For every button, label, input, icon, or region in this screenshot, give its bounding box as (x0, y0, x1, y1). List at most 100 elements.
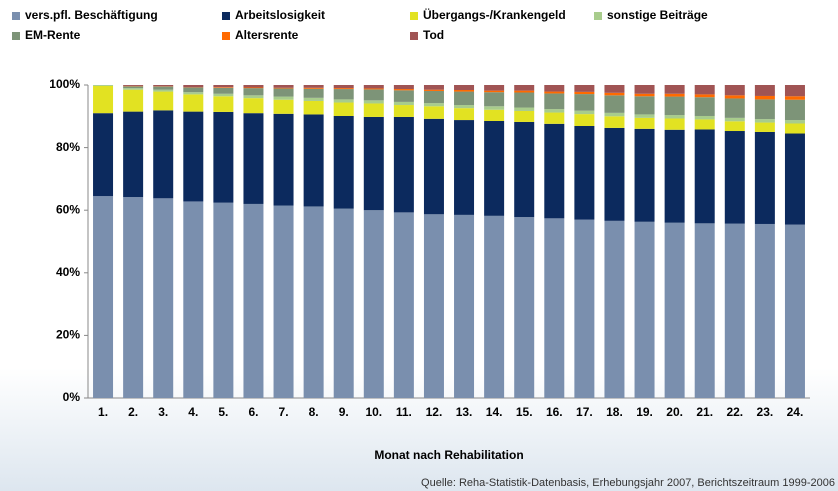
bar-segment (694, 85, 715, 95)
legend-label: sonstige Beiträge (607, 8, 708, 22)
legend-swatch (222, 12, 230, 20)
bar-segment (363, 88, 384, 90)
bar-segment (123, 86, 144, 89)
bar-segment (604, 92, 625, 96)
bar-segment (123, 88, 144, 90)
y-tick-label: 60% (56, 202, 80, 216)
bar-segment (333, 88, 354, 90)
bar-segment (273, 113, 294, 206)
bar-segment (273, 205, 294, 398)
y-tick-label: 0% (63, 390, 81, 404)
bar-segment (634, 114, 655, 118)
bar-segment (484, 90, 505, 93)
legend-swatch (12, 12, 20, 20)
x-tick-label: 23. (757, 405, 774, 419)
bar-segment (363, 116, 384, 211)
bar-segment (363, 85, 384, 89)
bar-segment (514, 121, 535, 218)
bar-segment (724, 223, 745, 398)
bar-segment (273, 99, 294, 114)
y-tick-label: 80% (56, 140, 80, 154)
bar-segment (243, 98, 264, 114)
bar-segment (664, 115, 685, 119)
bar-segment (544, 112, 565, 124)
bar-segment (634, 117, 655, 129)
bar-segment (574, 126, 595, 220)
bar-segment (333, 115, 354, 209)
bar-segment (183, 92, 204, 95)
x-tick-label: 8. (309, 405, 319, 419)
y-tick-label: 40% (56, 265, 80, 279)
x-tick-label: 12. (426, 405, 443, 419)
bar-segment (784, 133, 805, 225)
bar-segment (423, 90, 444, 104)
x-axis-label: Monat nach Rehabilitation (374, 448, 523, 462)
bar-segment (574, 85, 595, 92)
x-tick-label: 15. (516, 405, 533, 419)
bar-segment (634, 221, 655, 398)
legend-label: Übergangs-/Krankengeld (423, 7, 566, 22)
bar-segment (544, 218, 565, 398)
bar-segment (574, 110, 595, 115)
x-tick-label: 2. (128, 405, 138, 419)
bar-segment (303, 114, 324, 207)
x-tick-label: 24. (787, 405, 804, 419)
bar-segment (303, 85, 324, 88)
bar-segment (694, 119, 715, 130)
x-tick-label: 7. (279, 405, 289, 419)
bar-segment (333, 99, 354, 103)
bar-segment (333, 208, 354, 398)
bar-segment (454, 214, 475, 398)
bar-segment (123, 85, 144, 86)
bar-segment (754, 95, 775, 100)
bar-segment (484, 120, 505, 216)
bar-segment (454, 85, 475, 91)
bar-segment (423, 106, 444, 119)
bar-segment (213, 87, 234, 94)
bar-segment (93, 85, 114, 114)
bar-segment (544, 93, 565, 110)
bar-segment (604, 220, 625, 398)
bar-segment (423, 214, 444, 398)
bar-segment (93, 85, 114, 86)
bar-segment (604, 95, 625, 113)
bar-segment (153, 85, 174, 87)
y-tick-label: 20% (56, 328, 80, 342)
bar-segment (333, 85, 354, 89)
bar-segment (273, 87, 294, 89)
bar-segment (454, 108, 475, 121)
bar-segment (784, 96, 805, 100)
bar-segment (604, 127, 625, 221)
x-tick-label: 20. (666, 405, 683, 419)
bar-segment (754, 99, 775, 120)
bar-segment (123, 111, 144, 198)
bar-segment (303, 87, 324, 89)
bar-segment (544, 91, 565, 94)
bar-segment (454, 90, 475, 92)
bar-segment (694, 97, 715, 116)
bar-segment (754, 131, 775, 224)
x-tick-label: 18. (606, 405, 623, 419)
bar-segment (664, 96, 685, 116)
bar-segment (183, 87, 204, 93)
bar-segment (363, 210, 384, 398)
bar-segment (544, 123, 565, 219)
bar-segment (213, 111, 234, 203)
x-tick-label: 5. (218, 405, 228, 419)
bar-segment (183, 85, 204, 88)
x-tick-label: 16. (546, 405, 563, 419)
bar-segment (213, 85, 234, 88)
bar-segment (243, 85, 264, 88)
bar-segment (634, 96, 655, 115)
legend-swatch (410, 32, 418, 40)
bar-segment (454, 105, 475, 109)
bar-segment (213, 93, 234, 97)
bar-segment (574, 219, 595, 398)
bar-segment (183, 201, 204, 398)
bar-segment (183, 94, 204, 112)
bar-segment (393, 105, 414, 117)
bar-segment (514, 85, 535, 91)
bar-segment (153, 198, 174, 398)
bar-segment (153, 110, 174, 199)
